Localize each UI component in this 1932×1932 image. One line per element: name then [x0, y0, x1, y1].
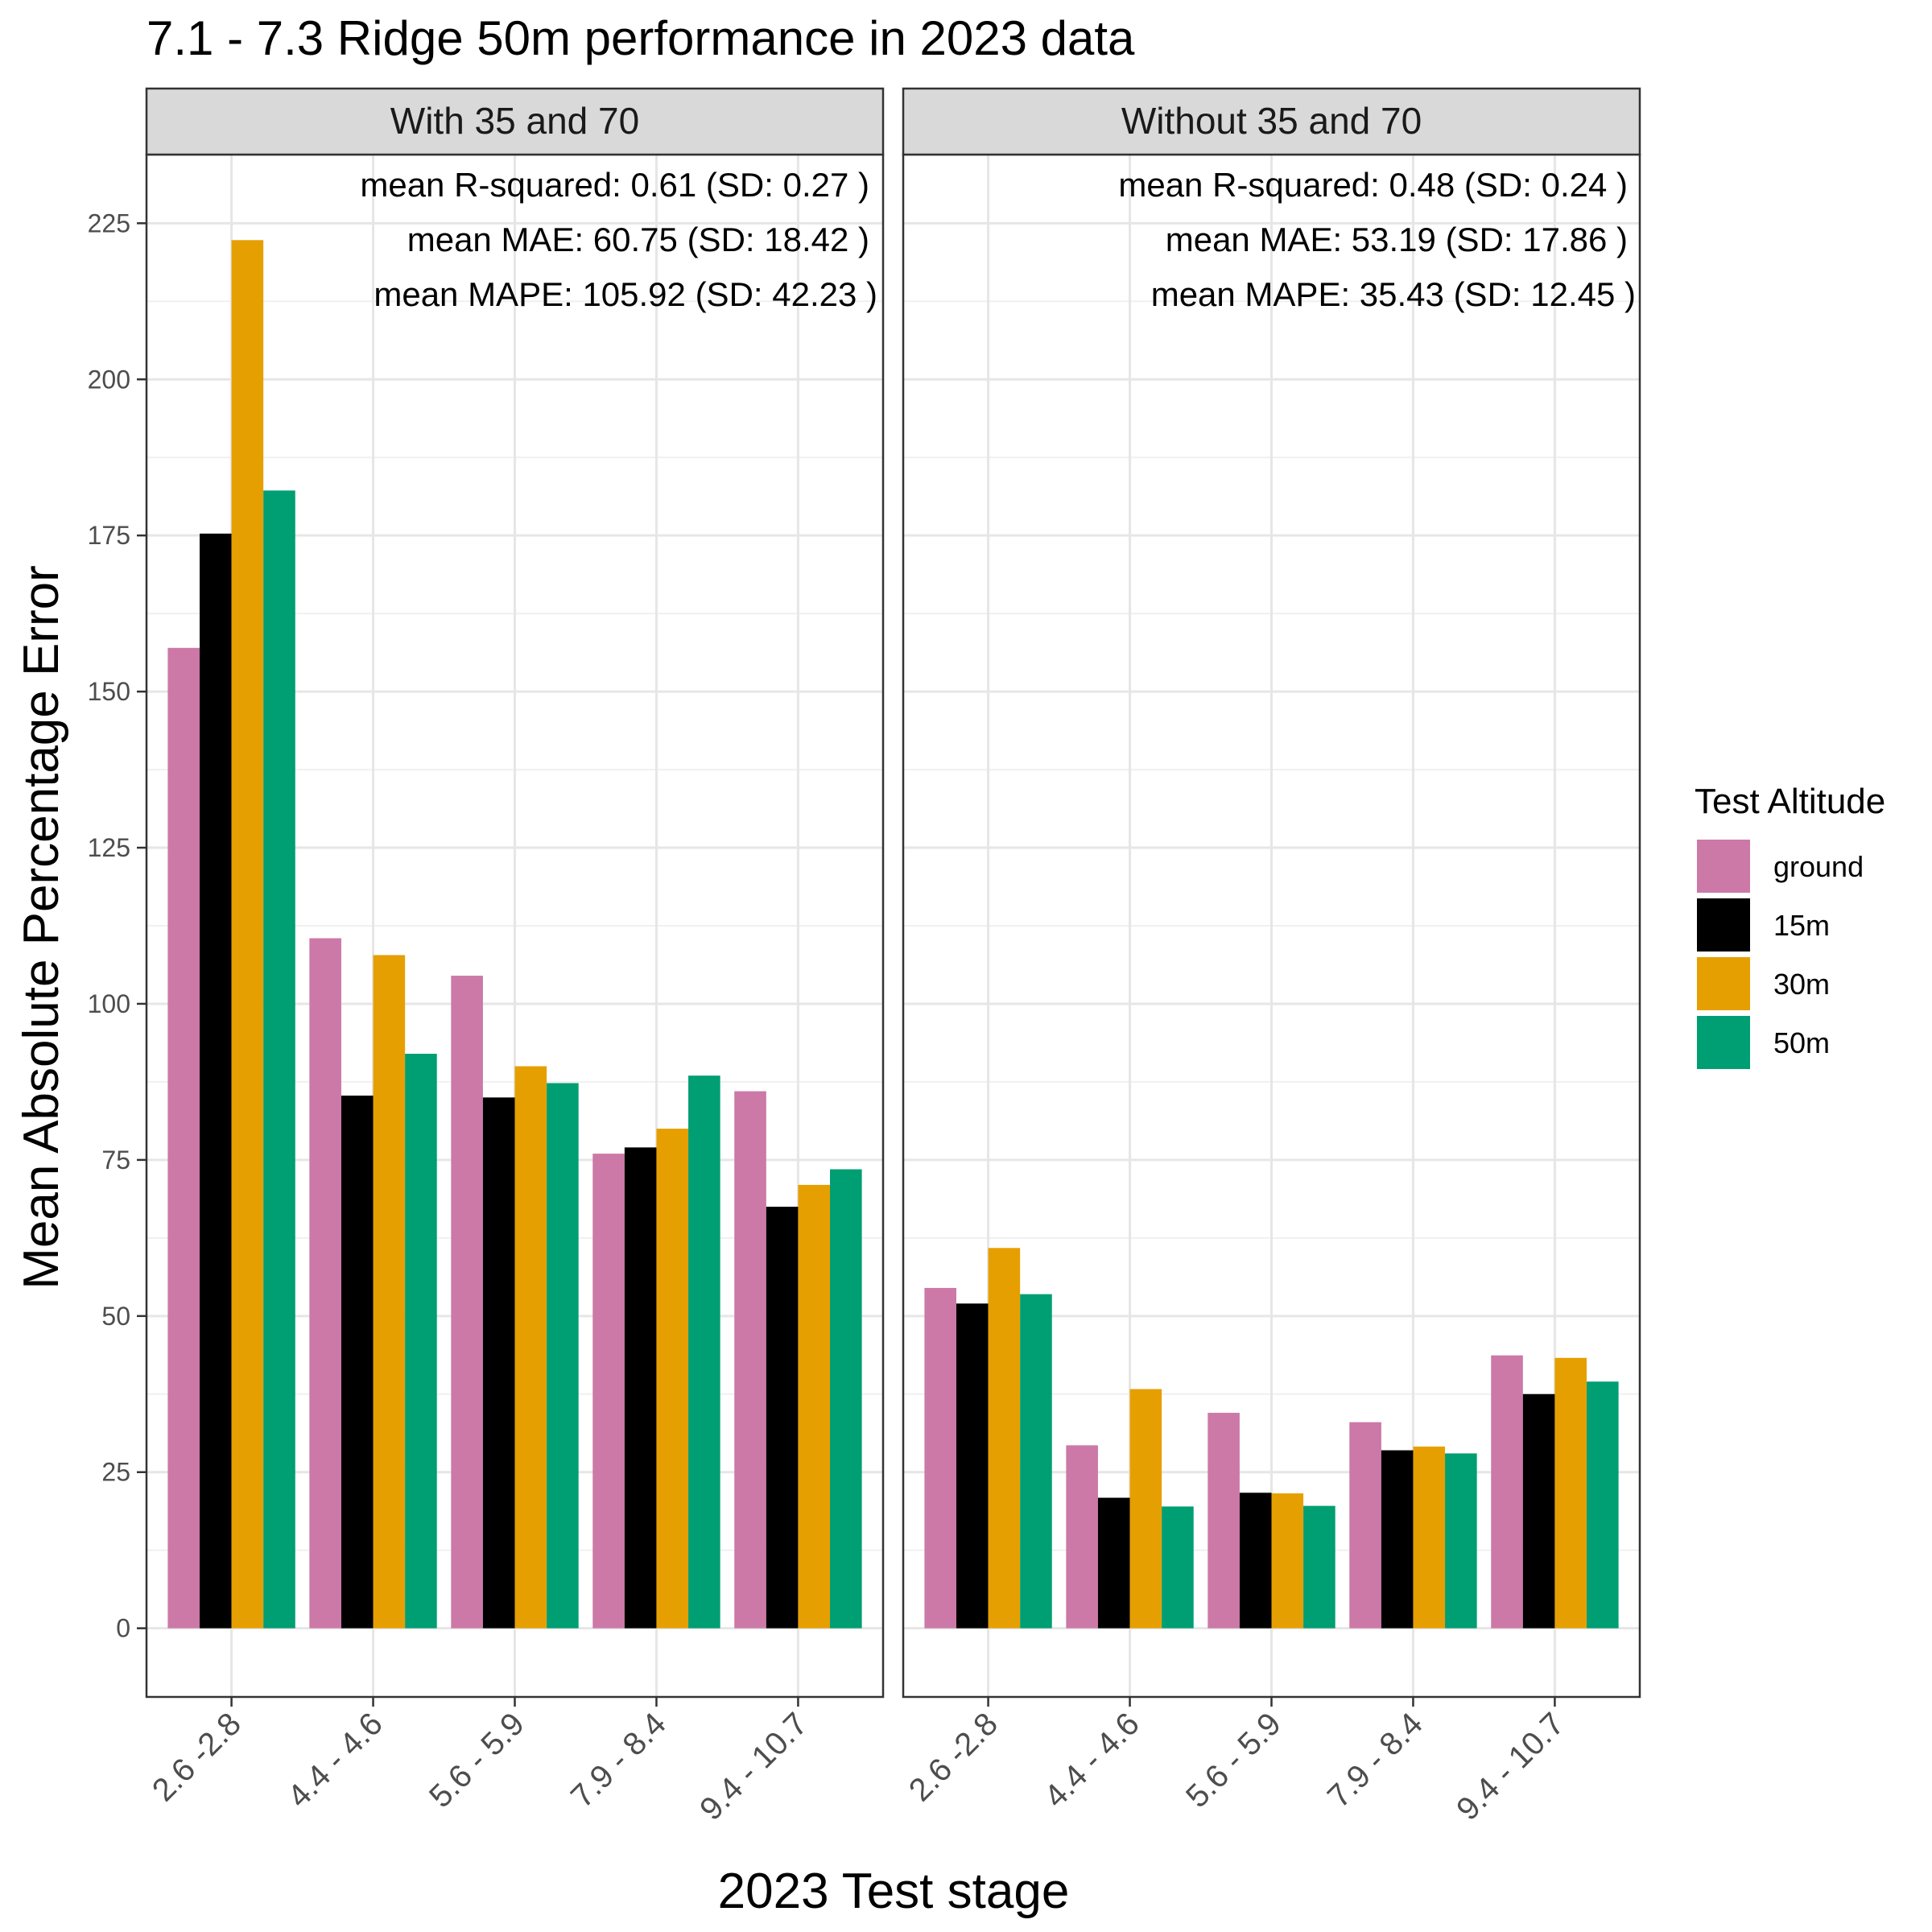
y-tick-label: 200 [88, 365, 130, 394]
y-tick-label: 225 [88, 208, 130, 237]
bar-50m [830, 1169, 862, 1629]
y-axis-label: Mean Absolute Percentage Error [14, 565, 69, 1290]
bar-30m [1271, 1493, 1304, 1629]
annotation-text: mean MAPE: 105.92 (SD: 42.23 ) [374, 275, 877, 313]
bar-15m [341, 1095, 374, 1629]
bar-50m [1587, 1381, 1619, 1629]
bar-ground [592, 1154, 625, 1629]
x-tick-label: 4.4 - 4.6 [1038, 1706, 1146, 1814]
bar-ground [1066, 1445, 1098, 1629]
annotation-text: mean MAE: 53.19 (SD: 17.86 ) [1166, 221, 1628, 258]
bar-50m [547, 1083, 579, 1629]
x-tick-label: 5.6 - 5.9 [1179, 1706, 1288, 1814]
bar-30m [231, 240, 264, 1629]
annotation-text: mean MAPE: 35.43 (SD: 12.45 ) [1151, 275, 1636, 313]
bar-50m [688, 1075, 720, 1629]
facet-strip [902, 87, 1641, 156]
bar-15m [956, 1303, 989, 1629]
bar-15m [766, 1207, 799, 1629]
y-tick-label: 25 [101, 1458, 130, 1487]
bar-15m [199, 533, 232, 1629]
bar-ground [1491, 1355, 1523, 1629]
y-tick-label: 50 [101, 1302, 130, 1331]
bar-ground [1349, 1422, 1381, 1629]
y-tick-label: 125 [88, 833, 130, 862]
bar-50m [1162, 1506, 1194, 1629]
bar-30m [1413, 1446, 1446, 1629]
bar-15m [624, 1147, 657, 1629]
x-axis-label: 2023 Test stage [718, 1864, 1070, 1919]
y-tick-label: 175 [88, 521, 130, 550]
legend-title: Test Altitude [1695, 782, 1885, 821]
legend-label-ground: ground [1773, 850, 1864, 883]
y-tick-label: 150 [88, 677, 130, 706]
bar-ground [167, 647, 200, 1629]
bar-50m [1020, 1294, 1052, 1629]
chart-title: 7.1 - 7.3 Ridge 50m performance in 2023 … [147, 11, 1135, 65]
legend-label-15m: 15m [1773, 909, 1830, 942]
x-tick-label: 2.6 -2.8 [146, 1706, 248, 1808]
x-tick-label: 2.6 -2.8 [902, 1706, 1005, 1808]
facet-strip [145, 87, 885, 156]
bar-50m [1303, 1505, 1335, 1629]
legend-swatch-15m [1697, 898, 1750, 952]
x-tick-label: 4.4 - 4.6 [281, 1706, 390, 1814]
legend-swatch-ground [1697, 840, 1750, 893]
bar-30m [373, 955, 406, 1629]
bar-30m [1554, 1357, 1587, 1629]
bar-15m [482, 1097, 515, 1629]
bar-50m [1445, 1453, 1477, 1629]
facet-strip-label: With 35 and 70 [390, 100, 639, 142]
bar-30m [798, 1184, 831, 1629]
facet-strip-label: Without 35 and 70 [1121, 100, 1422, 142]
annotation-text: mean R-squared: 0.48 (SD: 0.24 ) [1118, 166, 1628, 204]
bar-15m [1522, 1393, 1555, 1629]
bar-30m [656, 1129, 689, 1629]
bar-30m [514, 1066, 547, 1629]
legend: Test Altitude ground 15m 30m 50m [1695, 782, 1885, 1069]
bar-ground [309, 938, 341, 1629]
x-tick-label: 7.9 - 8.4 [1321, 1706, 1430, 1814]
bar-15m [1239, 1492, 1272, 1629]
y-tick-label: 0 [116, 1614, 130, 1643]
x-tick-label: 9.4 - 10.7 [1450, 1706, 1571, 1827]
bar-50m [405, 1054, 437, 1629]
legend-label-30m: 30m [1773, 968, 1830, 1001]
panel-2: Without 35 and 70 mean R-squared: 0.48 (S… [902, 87, 1641, 1827]
annotation-text: mean R-squared: 0.61 (SD: 0.27 ) [360, 166, 869, 204]
x-tick-label: 9.4 - 10.7 [693, 1706, 815, 1827]
bar-50m [263, 490, 295, 1629]
bar-ground [1208, 1413, 1240, 1629]
panel-1: With 35 and 70 mean R-squared: 0.61 (SD: … [88, 87, 885, 1827]
legend-swatch-50m [1697, 1016, 1750, 1069]
bar-ground [924, 1287, 956, 1629]
bar-ground [734, 1091, 766, 1629]
x-tick-label: 5.6 - 5.9 [423, 1706, 531, 1814]
legend-swatch-30m [1697, 957, 1750, 1010]
bar-30m [988, 1248, 1021, 1629]
x-tick-label: 7.9 - 8.4 [564, 1706, 673, 1814]
bar-30m [1129, 1389, 1162, 1629]
legend-label-50m: 50m [1773, 1026, 1830, 1059]
bar-15m [1097, 1497, 1130, 1629]
y-tick-label: 100 [88, 989, 130, 1018]
bar-ground [451, 976, 483, 1629]
annotation-text: mean MAE: 60.75 (SD: 18.42 ) [407, 221, 869, 258]
bar-15m [1381, 1450, 1414, 1629]
y-tick-label: 75 [101, 1146, 130, 1174]
